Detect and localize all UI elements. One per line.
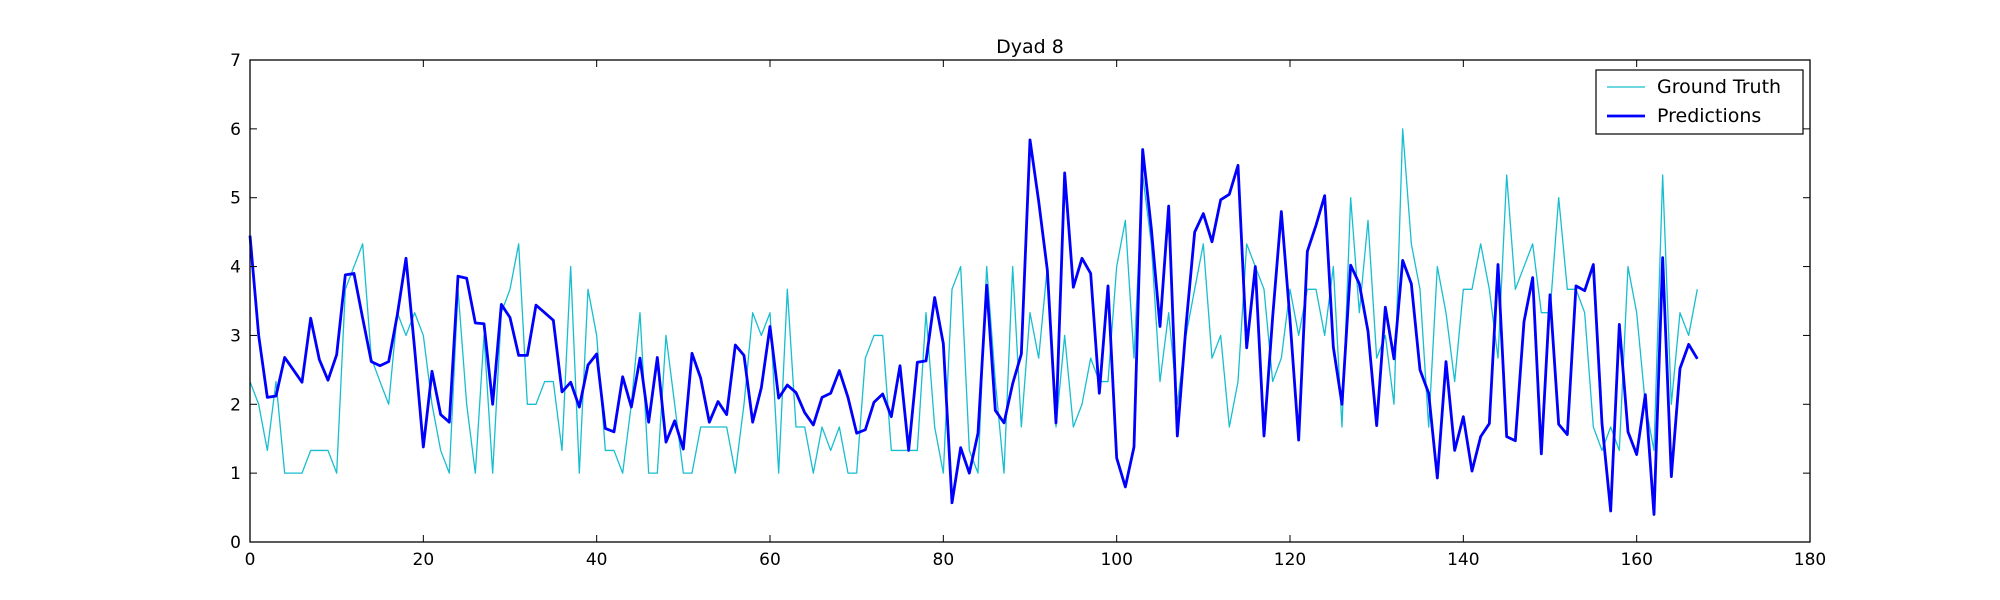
legend-label-predictions: Predictions [1657,105,1761,127]
x-tick-label: 40 [586,550,608,570]
y-tick-label: 3 [230,326,241,346]
y-tick-label: 2 [230,395,241,415]
x-tick-label: 140 [1447,550,1479,570]
x-tick-label: 60 [759,550,781,570]
series-line-predictions [248,138,1699,516]
x-tick-label: 20 [413,550,435,570]
axis-ticks: 0 20 40 60 80 100 120 140 160 180 0 1 2 3 4 5 6 7 [230,51,1826,570]
y-tick-label: 1 [230,464,241,484]
chart-title: Dyad 8 [996,36,1064,58]
plot-area [248,128,1699,516]
y-tick-label: 5 [230,189,241,209]
y-tick-label: 6 [230,120,241,140]
x-tick-label: 100 [1100,550,1132,570]
legend-label-ground-truth: Ground Truth [1657,76,1781,98]
x-tick-label: 160 [1620,550,1652,570]
x-tick-label: 80 [933,550,955,570]
legend-box [1595,69,1804,135]
y-tick-label: 4 [230,258,241,278]
axes-frame [249,59,1811,543]
x-tick-label: 180 [1794,550,1826,570]
x-tick-label: 120 [1274,550,1306,570]
series-line-ground-truth [249,128,1698,474]
legend: Ground Truth Predictions [1595,69,1804,135]
y-tick-label: 0 [230,533,241,553]
x-tick-label: 0 [245,550,256,570]
y-tick-label: 7 [230,51,241,71]
